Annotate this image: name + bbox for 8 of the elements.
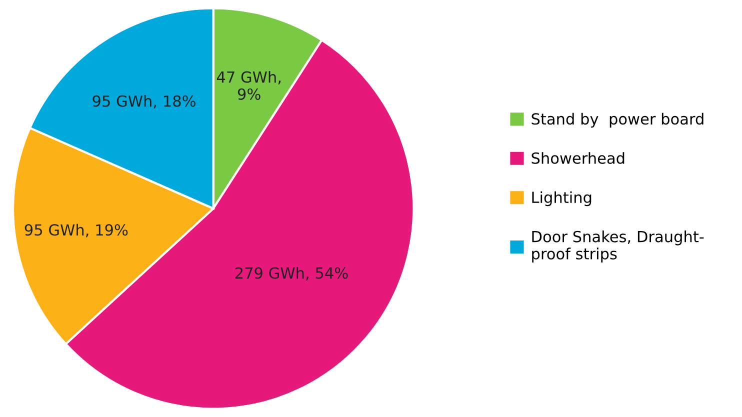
data-label: 95 GWh, 18% [92, 94, 196, 108]
data-label: 47 GWh, 9% [216, 70, 280, 100]
data-label: 279 GWh, 54% [235, 266, 348, 280]
legend-label: Door Snakes, Draught- proof strips [532, 230, 704, 262]
legend-label: Stand by power board [532, 112, 704, 128]
legend-label: Lighting [532, 191, 592, 206]
legend-label: Showerhead [532, 152, 624, 164]
data-label: 95 GWh, 19% [24, 224, 128, 238]
